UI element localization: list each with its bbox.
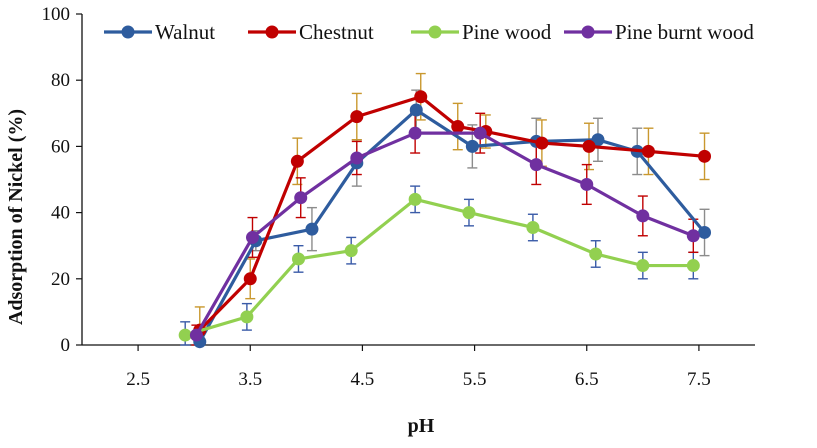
- data-point: [189, 328, 203, 342]
- data-point: [409, 103, 423, 117]
- data-point: [580, 177, 594, 191]
- data-point: [350, 110, 364, 124]
- data-point: [698, 225, 712, 239]
- data-point: [245, 230, 259, 244]
- data-point: [636, 209, 650, 223]
- y-axis-title: Adsorption of Nickel (%): [5, 109, 27, 325]
- legend-item: Chestnut: [248, 20, 374, 44]
- data-point: [178, 328, 192, 342]
- data-point: [526, 220, 540, 234]
- data-point: [591, 133, 605, 147]
- series-chestnut: [193, 90, 712, 337]
- data-point: [294, 191, 308, 205]
- data-point: [451, 120, 465, 134]
- data-point: [582, 139, 596, 153]
- series-line: [184, 197, 694, 337]
- data-point: [641, 144, 655, 158]
- y-tick-label: 60: [51, 136, 70, 157]
- legend-item: Walnut: [104, 20, 215, 44]
- data-point: [589, 247, 603, 261]
- legend-item: Pine burnt wood: [564, 20, 754, 44]
- series: [178, 90, 712, 349]
- legend-marker: [265, 25, 279, 39]
- data-point: [535, 136, 549, 150]
- data-point: [636, 259, 650, 273]
- axes: [81, 14, 755, 346]
- data-point: [462, 206, 476, 220]
- series-pine-wood: [178, 192, 700, 342]
- data-point: [291, 252, 305, 266]
- y-tick-label: 100: [42, 4, 71, 25]
- data-point: [686, 229, 700, 243]
- data-point: [473, 126, 487, 140]
- series-line: [198, 108, 706, 343]
- legend: Walnut Chestnut Pine wood Pine burnt wood: [104, 20, 754, 44]
- data-point: [290, 154, 304, 168]
- x-tick-label: 5.5: [463, 369, 487, 390]
- data-point: [529, 158, 543, 172]
- legend-label: Walnut: [155, 20, 215, 44]
- data-point: [344, 244, 358, 258]
- data-point: [305, 222, 319, 236]
- legend-marker: [121, 25, 135, 39]
- data-point: [350, 151, 364, 165]
- series-line: [195, 131, 694, 336]
- x-tick-label: 6.5: [575, 369, 599, 390]
- data-point: [414, 90, 428, 104]
- y-tick-label: 40: [51, 203, 70, 224]
- legend-label: Chestnut: [299, 20, 374, 44]
- legend-item: Pine wood: [411, 20, 552, 44]
- data-point: [243, 272, 257, 286]
- legend-label: Pine burnt wood: [615, 20, 754, 44]
- data-point: [408, 126, 422, 140]
- y-tick-label: 80: [51, 70, 70, 91]
- legend-marker: [428, 25, 442, 39]
- x-tick-label: 7.5: [687, 369, 711, 390]
- data-point: [408, 192, 422, 206]
- data-point: [465, 139, 479, 153]
- x-tick-label: 4.5: [351, 369, 375, 390]
- ticks: 0 20 40 60 80 100 2.5 3.5 4.5 5.5 6.5 7.5: [42, 4, 711, 390]
- legend-marker: [581, 25, 595, 39]
- y-tick-label: 0: [61, 335, 71, 356]
- data-point: [240, 310, 254, 324]
- series-pine-burnt-wood: [189, 126, 700, 342]
- data-point: [698, 149, 712, 163]
- x-tick-label: 3.5: [238, 369, 262, 390]
- legend-label: Pine wood: [462, 20, 552, 44]
- data-point: [686, 259, 700, 273]
- series-walnut: [193, 103, 712, 349]
- x-tick-label: 2.5: [126, 369, 150, 390]
- x-axis-title: pH: [408, 415, 435, 437]
- y-tick-label: 20: [51, 269, 70, 290]
